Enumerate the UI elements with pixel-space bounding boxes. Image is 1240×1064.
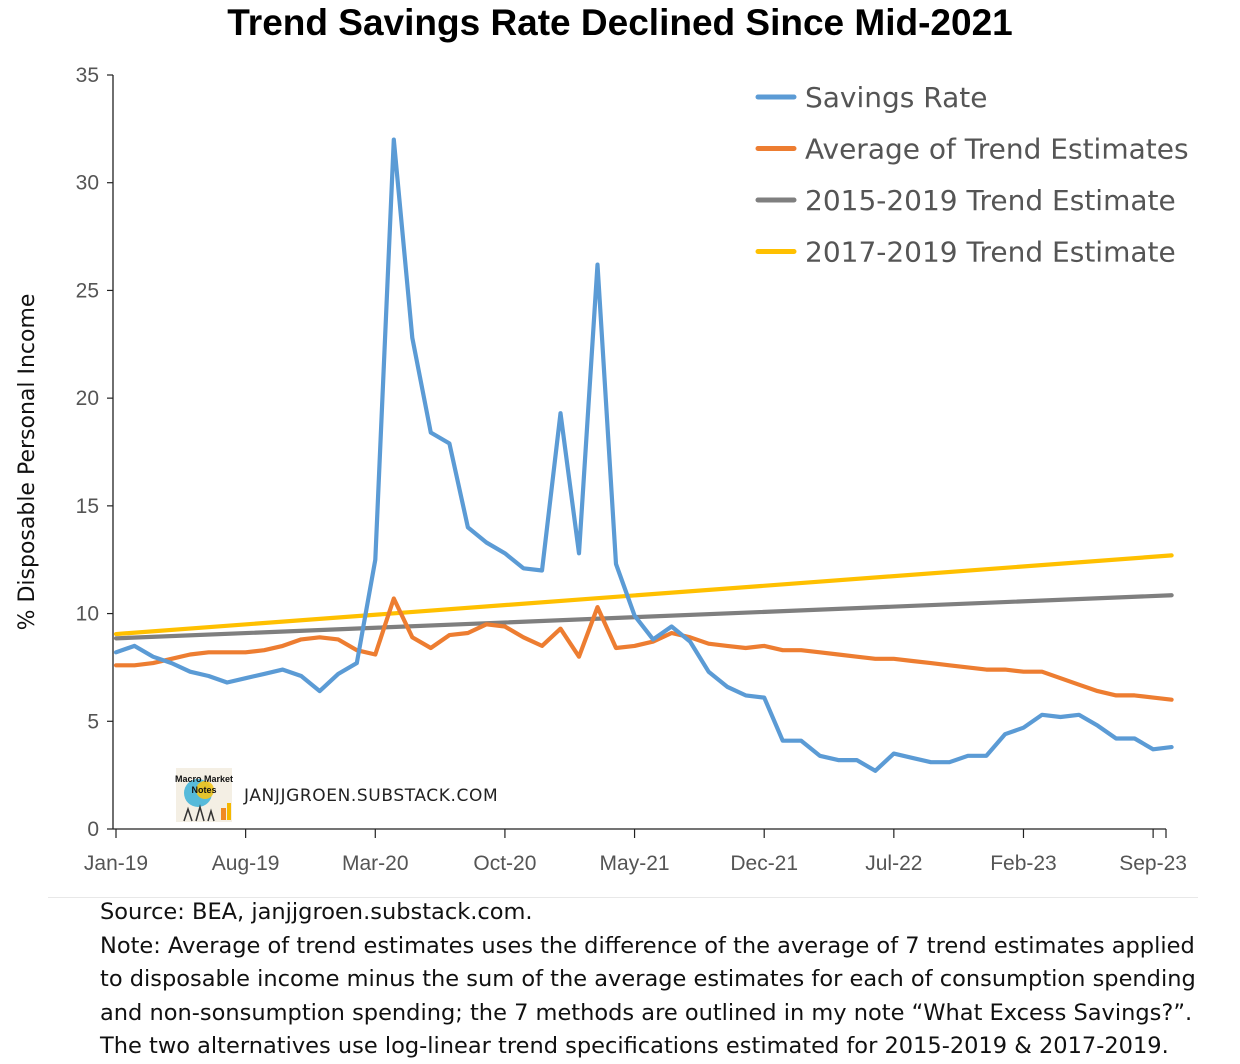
x-tick-label: Sep-23: [1119, 852, 1187, 875]
logo-text: Macro Market: [175, 774, 233, 784]
x-tick-label: Jan-19: [84, 852, 148, 875]
y-tick-label: 5: [87, 710, 99, 733]
logo-sun: [196, 781, 214, 799]
x-tick-label: Feb-23: [990, 852, 1057, 875]
x-tick-label: Oct-20: [473, 852, 536, 875]
source-line: Source: BEA, janjjgroen.substack.com.: [100, 899, 533, 925]
chart-axes: 0 5 10 15 20 25 30 35 Jan-19 Aug-19 Mar-20 Oct-20 Ma…: [15, 64, 1187, 875]
chart-legend: Savings Rate Average of Trend Estimates 20…: [755, 81, 1189, 269]
legend-label: 2017-2019 Trend Estimate: [805, 236, 1176, 269]
footer-divider: [48, 897, 1198, 898]
x-tick-label: Aug-19: [212, 852, 280, 875]
y-tick-label: 15: [76, 495, 99, 518]
y-tick-label: 30: [76, 172, 99, 195]
line-chart: 0 5 10 15 20 25 30 35 Jan-19 Aug-19 Mar-20 Oct-20 Ma…: [15, 64, 1189, 875]
series-line-2017-2019-trend: [113, 553, 1174, 637]
y-axis-label: % Disposable Personal Income: [15, 294, 40, 631]
legend-label: 2015-2019 Trend Estimate: [805, 184, 1176, 217]
y-tick-label: 10: [76, 603, 99, 626]
legend-label: Average of Trend Estimates: [805, 133, 1189, 166]
y-tick-label: 0: [87, 818, 99, 841]
series-line-savings-rate: [113, 137, 1174, 773]
note-line-1: Note: Average of trend estimates uses th…: [100, 932, 1195, 959]
x-tick-label: Mar-20: [342, 852, 409, 875]
x-tick-label: May-21: [600, 852, 670, 875]
y-tick-label: 25: [76, 279, 99, 302]
note-line-3: and non-sonsumption spending; the 7 meth…: [100, 999, 1193, 1026]
chart-title: Trend Savings Rate Declined Since Mid-20…: [227, 2, 1013, 43]
series-line-average-trend: [113, 596, 1174, 702]
x-tick-label: Dec-21: [730, 852, 798, 875]
watermark-site-text: JANJJGROEN.SUBSTACK.COM: [243, 786, 498, 806]
logo-figures: [183, 804, 215, 822]
logo-text: Notes: [191, 785, 216, 795]
series-line-2015-2019-trend: [113, 593, 1174, 641]
chart-series: [113, 137, 1174, 773]
logo-bar: [221, 808, 226, 820]
x-tick-label: Jul-22: [865, 852, 922, 875]
y-tick-label: 35: [76, 64, 99, 87]
logo-bar: [227, 803, 231, 820]
y-tick-label: 20: [76, 387, 99, 410]
chart-footer: Source: BEA, janjjgroen.substack.com. No…: [100, 896, 1220, 1064]
legend-label: Savings Rate: [805, 81, 988, 114]
note-line-2: to disposable income minus the sum of th…: [100, 966, 1196, 992]
note-line-4: The two alternatives use log-linear tren…: [100, 1033, 1169, 1059]
